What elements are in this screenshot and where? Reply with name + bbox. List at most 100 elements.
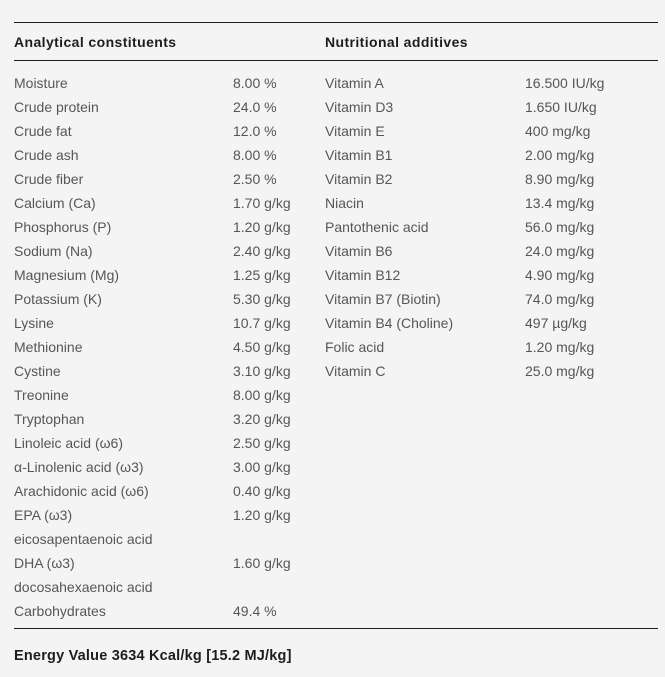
row-label: Pantothenic acid	[325, 219, 429, 235]
row-value: 8.00 g/kg	[233, 387, 291, 403]
table-row: Carbohydrates 49.4 %	[14, 599, 325, 623]
table-row: Moisture 8.00 %	[14, 71, 325, 95]
table-row: α-Linolenic acid (ω3) 3.00 g/kg	[14, 455, 325, 479]
row-value: 10.7 g/kg	[233, 315, 291, 331]
row-label: Potassium (K)	[14, 291, 102, 307]
table-row: Crude ash 8.00 %	[14, 143, 325, 167]
row-value	[233, 575, 325, 599]
row-label: Vitamin D3	[325, 99, 394, 115]
row-value: 1.60 g/kg	[233, 555, 291, 571]
row-label: α-Linolenic acid (ω3)	[14, 459, 144, 475]
row-label: Methionine	[14, 339, 83, 355]
row-value: 8.90 mg/kg	[525, 171, 595, 187]
row-label: Vitamin B4 (Choline)	[325, 315, 454, 331]
table-row: Tryptophan 3.20 g/kg	[14, 407, 325, 431]
table-row: Vitamin B7 (Biotin) 74.0 mg/kg	[325, 287, 658, 311]
table-row: EPA (ω3) 1.20 g/kg	[14, 503, 325, 527]
table-body: Moisture 8.00 % Crude protein 24.0 % Crude f…	[14, 61, 658, 623]
table-row: Vitamin E 400 mg/kg	[325, 119, 658, 143]
table-row: Vitamin D3 1.650 IU/kg	[325, 95, 658, 119]
row-label: Vitamin B1	[325, 147, 393, 163]
table-row: eicosapentaenoic acid	[14, 527, 325, 551]
table-row: Crude fiber 2.50 %	[14, 167, 325, 191]
row-value: 2.40 g/kg	[233, 243, 291, 259]
row-value: 8.00 %	[233, 75, 277, 91]
row-value: 56.0 mg/kg	[525, 219, 595, 235]
row-label: Lysine	[14, 315, 54, 331]
table-row: Pantothenic acid 56.0 mg/kg	[325, 215, 658, 239]
table-row: Potassium (K) 5.30 g/kg	[14, 287, 325, 311]
row-label: Vitamin C	[325, 363, 386, 379]
table-row: Linoleic acid (ω6) 2.50 g/kg	[14, 431, 325, 455]
row-value	[233, 527, 325, 551]
table-row: Arachidonic acid (ω6) 0.40 g/kg	[14, 479, 325, 503]
row-value: 8.00 %	[233, 147, 277, 163]
row-value: 74.0 mg/kg	[525, 291, 595, 307]
row-value: 2.50 %	[233, 171, 277, 187]
row-label: Linoleic acid (ω6)	[14, 435, 123, 451]
table-row: Magnesium (Mg) 1.25 g/kg	[14, 263, 325, 287]
row-label: Vitamin B6	[325, 243, 393, 259]
table-row: DHA (ω3) 1.60 g/kg	[14, 551, 325, 575]
row-label: EPA (ω3)	[14, 507, 73, 523]
row-value: 497 µg/kg	[525, 315, 587, 331]
row-value: 1.20 g/kg	[233, 219, 291, 235]
row-label: Folic acid	[325, 339, 385, 355]
table-row: Vitamin B12 4.90 mg/kg	[325, 263, 658, 287]
row-value: 1.20 g/kg	[233, 507, 291, 523]
row-value: 25.0 mg/kg	[525, 363, 595, 379]
table-row: Vitamin A 16.500 IU/kg	[325, 71, 658, 95]
row-value: 24.0 mg/kg	[525, 243, 595, 259]
row-value: 2.00 mg/kg	[525, 147, 595, 163]
table-row: Cystine 3.10 g/kg	[14, 359, 325, 383]
row-label: docosahexaenoic acid	[14, 579, 153, 595]
row-value: 16.500 IU/kg	[525, 75, 605, 91]
row-label: Vitamin E	[325, 123, 385, 139]
row-value: 4.90 mg/kg	[525, 267, 595, 283]
row-value: 1.70 g/kg	[233, 195, 291, 211]
row-label: Cystine	[14, 363, 61, 379]
row-label: DHA (ω3)	[14, 555, 75, 571]
row-value: 1.25 g/kg	[233, 267, 291, 283]
table-row: Phosphorus (P) 1.20 g/kg	[14, 215, 325, 239]
table-row: Vitamin B2 8.90 mg/kg	[325, 167, 658, 191]
row-label: Crude fiber	[14, 171, 84, 187]
row-label: Vitamin B2	[325, 171, 393, 187]
row-value: 0.40 g/kg	[233, 483, 291, 499]
row-label: Crude protein	[14, 99, 99, 115]
row-value: 24.0 %	[233, 99, 277, 115]
row-label: Calcium (Ca)	[14, 195, 96, 211]
nutritional-additives-header: Nutritional additives	[325, 34, 468, 50]
row-label: Magnesium (Mg)	[14, 267, 120, 283]
table-header-row: Analytical constituents Nutritional addi…	[14, 22, 658, 61]
table-row: Sodium (Na) 2.40 g/kg	[14, 239, 325, 263]
table-row: docosahexaenoic acid	[14, 575, 325, 599]
energy-value-line: Energy Value 3634 Kcal/kg [15.2 MJ/kg]	[14, 648, 292, 664]
row-label: Crude fat	[14, 123, 72, 139]
row-label: Arachidonic acid (ω6)	[14, 483, 149, 499]
table-row: Vitamin C 25.0 mg/kg	[325, 359, 658, 383]
row-label: Vitamin B7 (Biotin)	[325, 291, 441, 307]
row-value: 1.20 mg/kg	[525, 339, 595, 355]
table-row: Treonine 8.00 g/kg	[14, 383, 325, 407]
row-label: Phosphorus (P)	[14, 219, 112, 235]
row-label: Moisture	[14, 75, 68, 91]
row-label: Vitamin A	[325, 75, 384, 91]
analytical-constituents-header: Analytical constituents	[14, 34, 177, 50]
footer-divider	[14, 628, 658, 629]
row-value: 2.50 g/kg	[233, 435, 291, 451]
row-label: Sodium (Na)	[14, 243, 93, 259]
row-label: Crude ash	[14, 147, 79, 163]
row-value: 1.650 IU/kg	[525, 99, 597, 115]
table-row: Lysine 10.7 g/kg	[14, 311, 325, 335]
analytical-constituents-column: Moisture 8.00 % Crude protein 24.0 % Crude f…	[14, 71, 325, 623]
row-label: eicosapentaenoic acid	[14, 531, 153, 547]
row-value: 3.10 g/kg	[233, 363, 291, 379]
row-label: Treonine	[14, 387, 69, 403]
table-row: Niacin 13.4 mg/kg	[325, 191, 658, 215]
row-value: 12.0 %	[233, 123, 277, 139]
row-value: 400 mg/kg	[525, 123, 591, 139]
row-value: 3.00 g/kg	[233, 459, 291, 475]
row-value: 3.20 g/kg	[233, 411, 291, 427]
